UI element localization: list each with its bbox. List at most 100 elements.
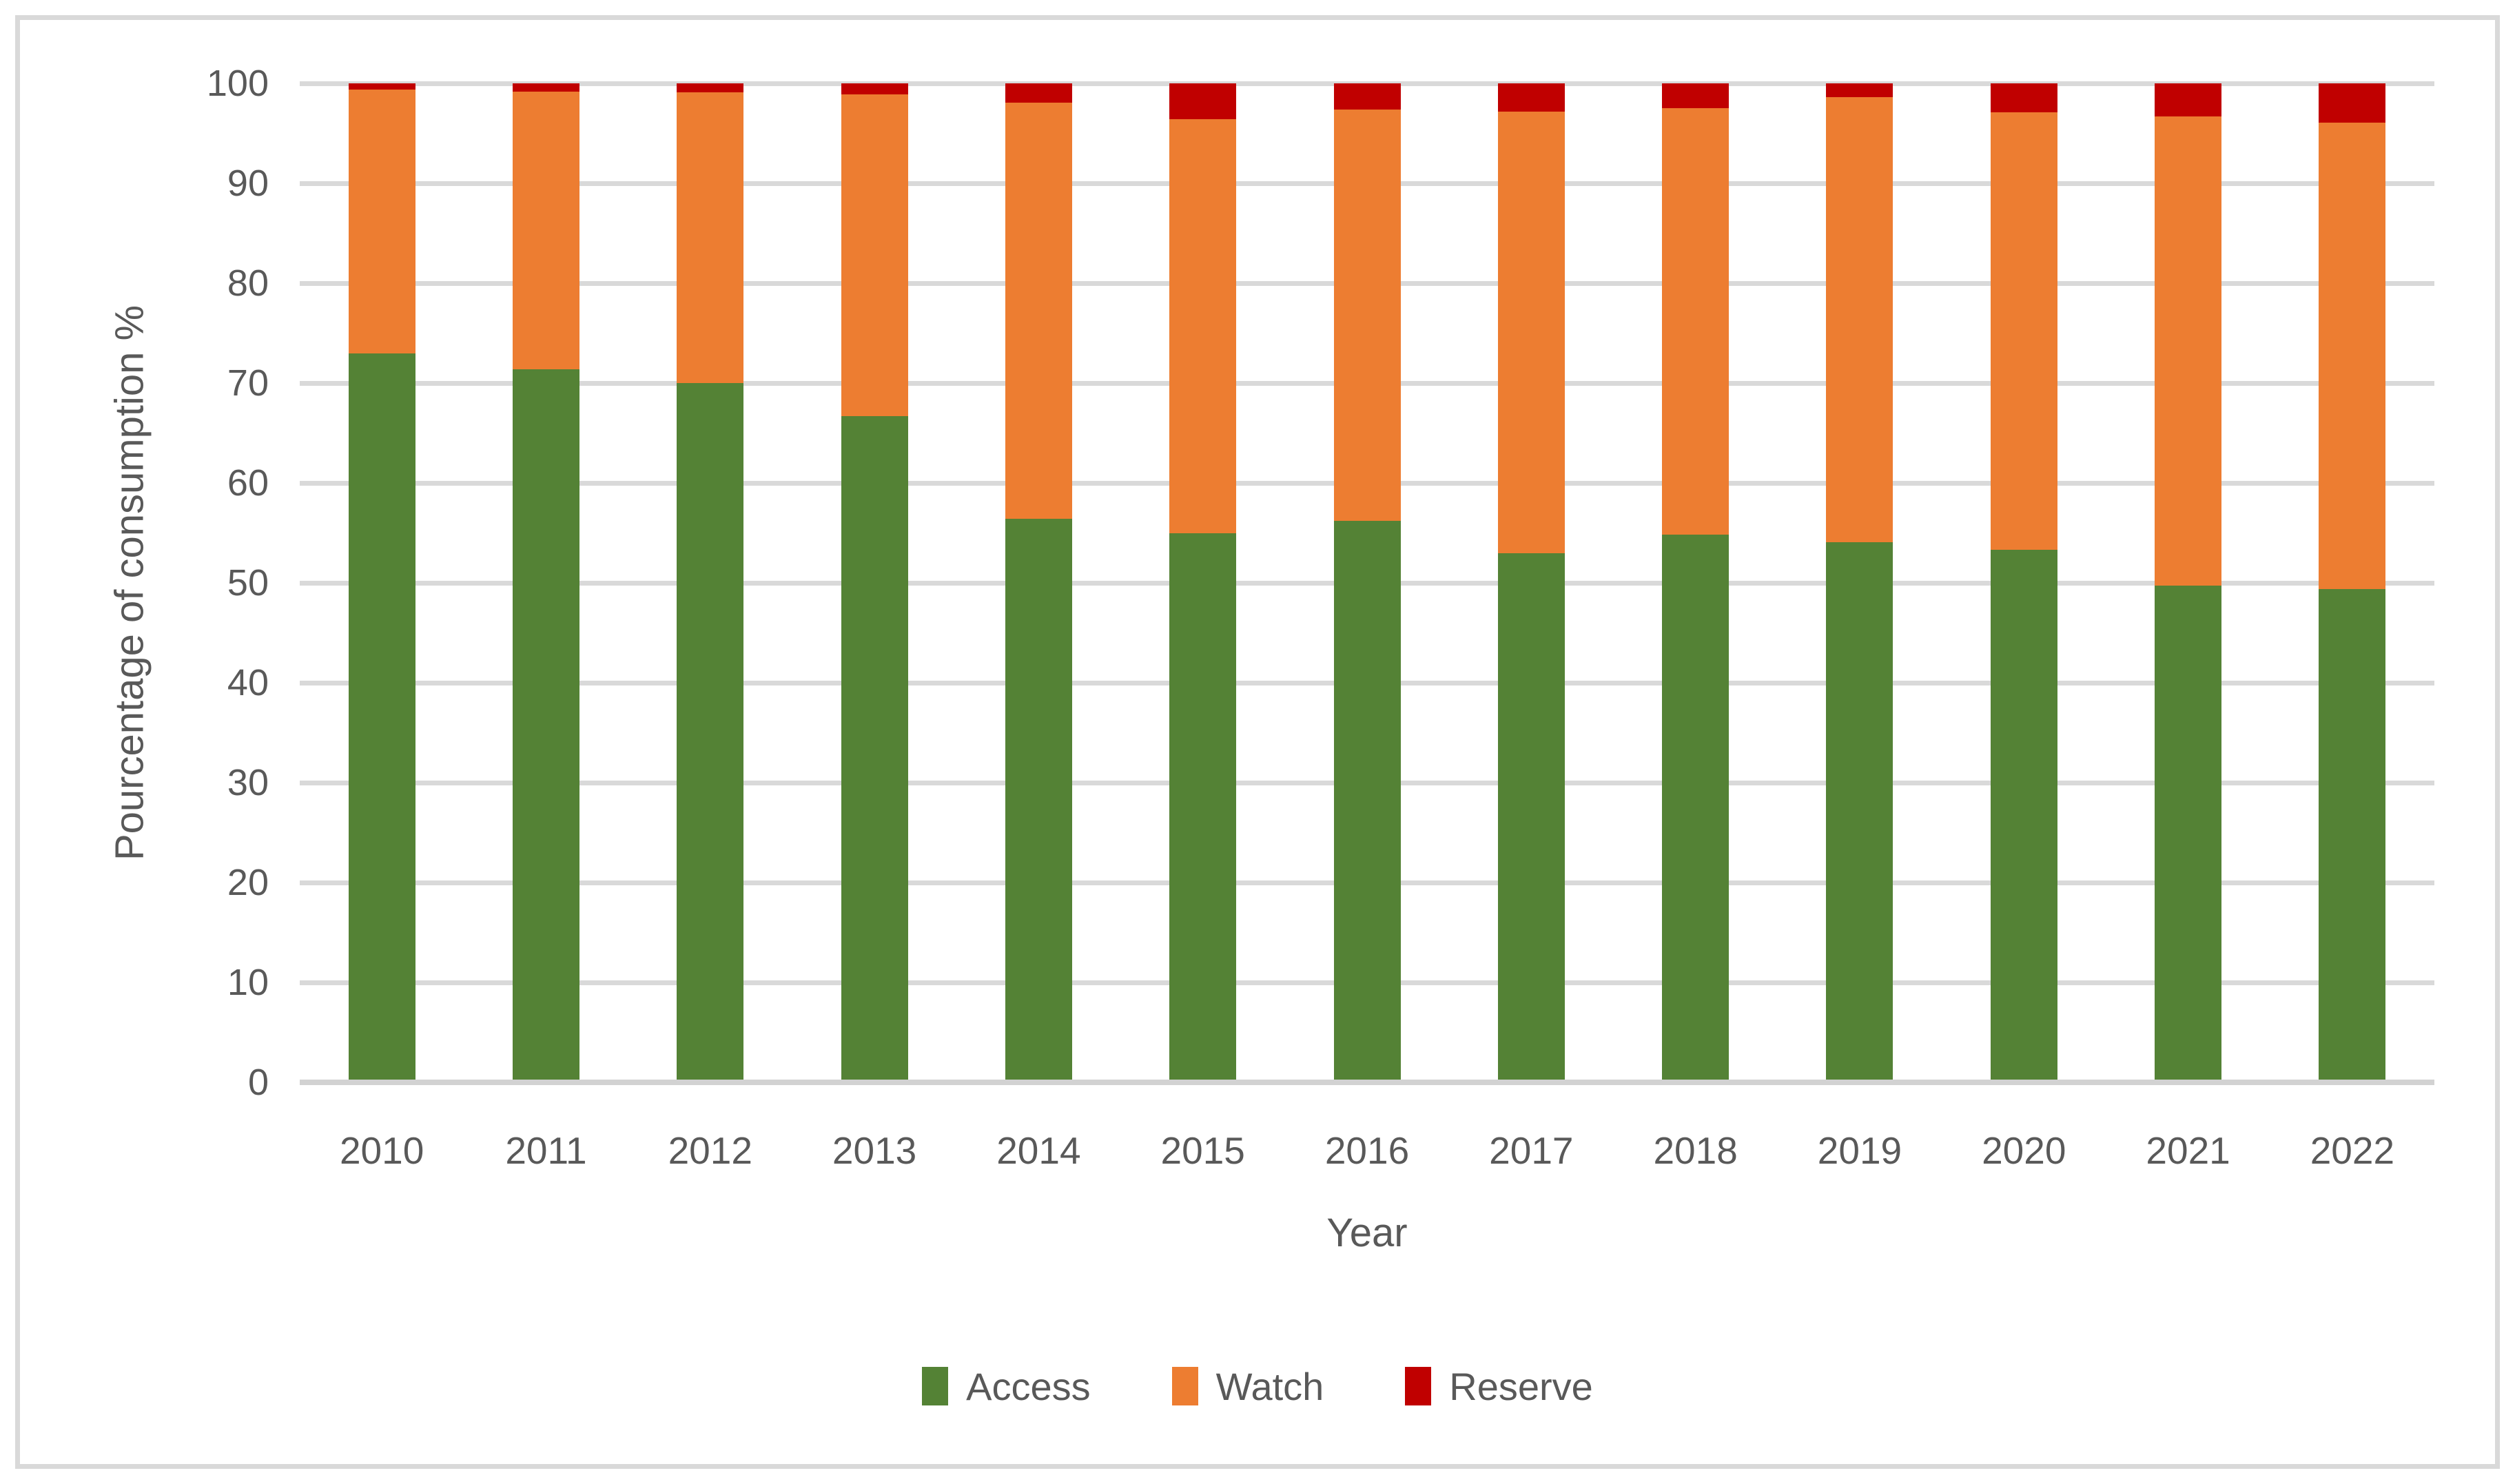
bar-segment-watch-2022 bbox=[2319, 122, 2386, 589]
legend-swatch-reserve bbox=[1405, 1367, 1432, 1405]
bar-slot-2018 bbox=[1614, 83, 1778, 1082]
bar-segment-reserve-2013 bbox=[841, 83, 908, 94]
bar-segment-access-2014 bbox=[1005, 519, 1072, 1082]
y-tick-label-0: 0 bbox=[247, 1062, 269, 1103]
x-tick-label-2012: 2012 bbox=[668, 1129, 752, 1172]
bar-slot-2015 bbox=[1121, 83, 1285, 1082]
bar-segment-reserve-2012 bbox=[677, 83, 744, 93]
bar-segment-access-2022 bbox=[2319, 588, 2386, 1082]
x-tick-label-2015: 2015 bbox=[1160, 1129, 1245, 1172]
bar-slot-2014 bbox=[956, 83, 1120, 1082]
legend-swatch-access bbox=[922, 1367, 949, 1405]
bar-segment-access-2021 bbox=[2155, 586, 2222, 1082]
bar-segment-reserve-2017 bbox=[1497, 83, 1565, 112]
y-tick-label-70: 70 bbox=[227, 362, 269, 404]
bar-slot-2010 bbox=[300, 83, 464, 1082]
x-tick-label-2020: 2020 bbox=[1982, 1129, 2066, 1172]
y-tick-label-60: 60 bbox=[227, 462, 269, 504]
y-tick-label-50: 50 bbox=[227, 562, 269, 604]
y-tick-label-20: 20 bbox=[227, 862, 269, 903]
y-tick-label-40: 40 bbox=[227, 662, 269, 703]
bar-segment-watch-2014 bbox=[1005, 102, 1072, 519]
bar-segment-access-2018 bbox=[1662, 535, 1729, 1082]
bar-2021 bbox=[2155, 83, 2222, 1082]
bar-slot-2013 bbox=[792, 83, 956, 1082]
x-tick-label-2014: 2014 bbox=[996, 1129, 1081, 1172]
bar-segment-access-2011 bbox=[512, 369, 579, 1082]
bar-segment-watch-2017 bbox=[1497, 111, 1565, 553]
bar-2022 bbox=[2319, 83, 2386, 1082]
legend-item-reserve: Reserve bbox=[1405, 1364, 1593, 1409]
bar-segment-watch-2019 bbox=[1826, 97, 1893, 542]
bar-slot-2017 bbox=[1449, 83, 1613, 1082]
bar-segment-reserve-2021 bbox=[2155, 83, 2222, 116]
bar-segment-reserve-2019 bbox=[1826, 83, 1893, 98]
bar-2020 bbox=[1990, 83, 2057, 1082]
bar-segment-watch-2018 bbox=[1662, 108, 1729, 535]
bar-segment-access-2012 bbox=[677, 383, 744, 1082]
y-axis-tick-labels: 0 10 20 30 40 50 60 70 80 90 100 bbox=[83, 0, 269, 1484]
bar-2011 bbox=[512, 83, 579, 1082]
x-tick-label-2016: 2016 bbox=[1324, 1129, 1410, 1172]
legend-label-watch: Watch bbox=[1215, 1364, 1324, 1408]
bar-segment-access-2019 bbox=[1826, 542, 1893, 1082]
bar-segment-watch-2012 bbox=[677, 92, 744, 383]
bar-segment-reserve-2022 bbox=[2319, 83, 2386, 123]
bar-2019 bbox=[1826, 83, 1893, 1082]
bar-2018 bbox=[1662, 83, 1729, 1082]
bar-2017 bbox=[1497, 83, 1565, 1082]
bar-segment-reserve-2010 bbox=[348, 83, 415, 90]
x-tick-label-2010: 2010 bbox=[339, 1129, 424, 1172]
x-tick-label-2013: 2013 bbox=[832, 1129, 917, 1172]
bar-segment-access-2016 bbox=[1333, 521, 1401, 1082]
legend-label-access: Access bbox=[966, 1364, 1091, 1408]
bar-segment-access-2015 bbox=[1169, 533, 1237, 1082]
bar-segment-watch-2015 bbox=[1169, 119, 1237, 533]
bar-2010 bbox=[348, 83, 415, 1082]
y-tick-label-80: 80 bbox=[227, 262, 269, 304]
bar-slot-2012 bbox=[628, 83, 792, 1082]
plot-area bbox=[300, 81, 2434, 1082]
bar-2013 bbox=[841, 83, 908, 1082]
bar-segment-watch-2021 bbox=[2155, 116, 2222, 586]
bar-segment-watch-2013 bbox=[841, 94, 908, 416]
legend-item-access: Access bbox=[922, 1364, 1091, 1409]
x-tick-label-2017: 2017 bbox=[1489, 1129, 1574, 1172]
bar-2015 bbox=[1169, 83, 1237, 1082]
legend-label-reserve: Reserve bbox=[1449, 1364, 1593, 1408]
chart-legend: Access Watch Reserve bbox=[0, 1359, 2515, 1414]
bar-segment-reserve-2018 bbox=[1662, 83, 1729, 109]
x-axis-tick-labels: 2010 2011 2012 2013 2014 2015 2016 2017 2018 2019… bbox=[300, 1123, 2434, 1178]
bar-slot-2019 bbox=[1778, 83, 1942, 1082]
bar-2012 bbox=[677, 83, 744, 1082]
bar-segment-watch-2016 bbox=[1333, 109, 1401, 522]
x-tick-label-2011: 2011 bbox=[505, 1129, 587, 1172]
bar-2014 bbox=[1005, 83, 1072, 1082]
bar-segment-reserve-2011 bbox=[512, 83, 579, 92]
bar-slot-2021 bbox=[2106, 83, 2270, 1082]
bar-segment-watch-2011 bbox=[512, 91, 579, 369]
bar-segment-watch-2020 bbox=[1990, 112, 2057, 550]
bar-slot-2020 bbox=[1942, 83, 2106, 1082]
bar-segment-access-2010 bbox=[348, 353, 415, 1082]
y-tick-label-90: 90 bbox=[227, 163, 269, 204]
legend-swatch-watch bbox=[1171, 1367, 1198, 1405]
y-tick-label-30: 30 bbox=[227, 762, 269, 803]
bar-segment-reserve-2020 bbox=[1990, 83, 2057, 113]
x-tick-label-2021: 2021 bbox=[2146, 1129, 2230, 1172]
x-axis-line bbox=[300, 1080, 2434, 1085]
bars-container bbox=[300, 83, 2434, 1082]
bar-slot-2011 bbox=[464, 83, 628, 1082]
y-tick-label-100: 100 bbox=[206, 63, 269, 104]
bar-segment-access-2013 bbox=[841, 415, 908, 1082]
legend-item-watch: Watch bbox=[1171, 1364, 1324, 1409]
bar-slot-2022 bbox=[2270, 83, 2434, 1082]
bar-2016 bbox=[1333, 83, 1401, 1082]
bar-segment-reserve-2015 bbox=[1169, 83, 1237, 120]
y-axis-title-text: Pourcentage of consumption % bbox=[107, 305, 152, 861]
x-tick-label-2022: 2022 bbox=[2310, 1129, 2395, 1172]
bar-segment-access-2020 bbox=[1990, 550, 2057, 1082]
x-axis-title: Year bbox=[1326, 1210, 1408, 1255]
bar-segment-access-2017 bbox=[1497, 553, 1565, 1082]
